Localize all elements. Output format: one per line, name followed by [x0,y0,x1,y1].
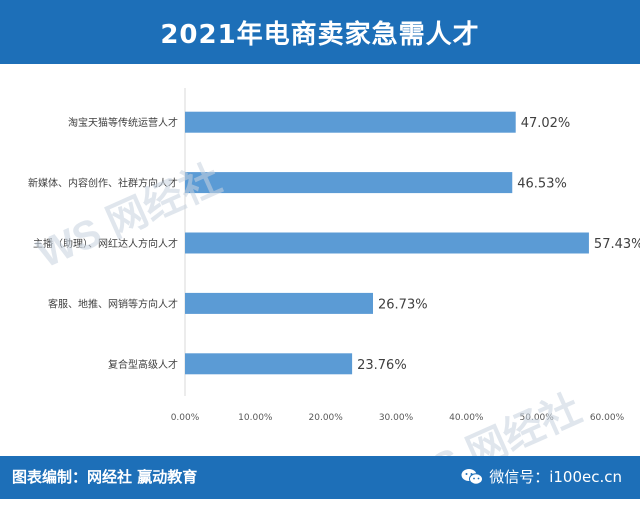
chart-footer: 图表编制：网经社 赢动教育 微信号：i100ec.cn [0,456,640,499]
wechat-icon [461,468,484,485]
x-tick-label: 60.00% [590,413,625,423]
footer-credit: 图表编制：网经社 赢动教育 [12,468,198,486]
category-label: 客服、地推、网销等方向人才 [48,297,178,310]
data-label: 46.53% [517,177,567,192]
category-label: 复合型高级人才 [108,358,178,371]
footer-wechat-text: 微信号：i100ec.cn [489,468,622,486]
bar [185,172,513,194]
data-label: 47.02% [521,116,571,131]
footer-wechat: 微信号：i100ec.cn [461,466,622,487]
chart-title: 2021年电商卖家急需人才 [160,19,480,50]
category-label: 新媒体、内容创作、社群方向人才 [28,177,178,190]
bar [185,232,589,254]
bar [185,111,516,133]
bar [185,353,353,375]
x-tick-label: 20.00% [309,413,344,423]
x-tick-label: 0.00% [171,413,200,423]
x-tick-label: 30.00% [379,413,414,423]
data-label: 23.76% [357,358,407,373]
x-tick-label: 50.00% [520,413,555,423]
bar-chart: 淘宝天猫等传统运营人才 47.02% 新媒体、内容创作、社群方向人才 46.53% 主播… [28,88,640,423]
chart-header: 2021年电商卖家急需人才 [0,0,640,64]
data-label: 26.73% [378,297,428,312]
plot-area: WS 网经社 WS 网经社 淘宝天猫等传统运营人才 47.02% 新媒体、内容创作、… [0,64,640,507]
category-label: 主播（助理）、网红达人方向人才 [33,237,178,250]
x-tick-label: 10.00% [238,413,273,423]
bar [185,292,374,314]
data-label: 57.43% [594,237,640,252]
x-tick-label: 40.00% [449,413,484,423]
category-label: 淘宝天猫等传统运营人才 [68,116,178,129]
